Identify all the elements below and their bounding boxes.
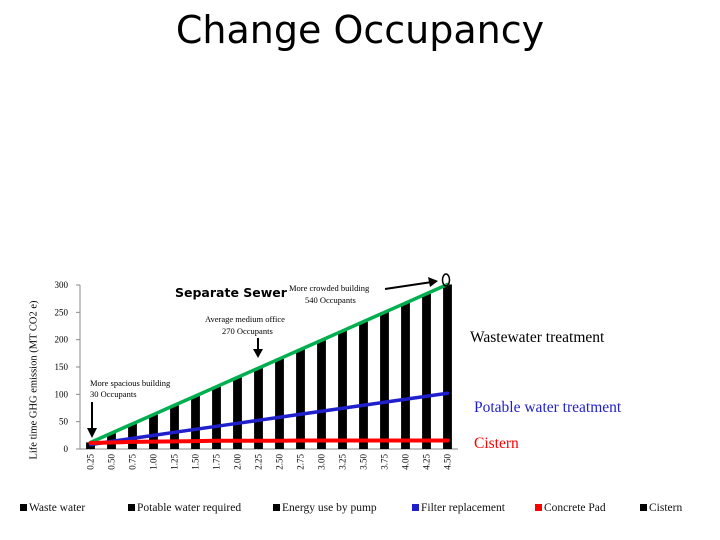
legend-swatch: [273, 504, 280, 511]
y-tick-label: 200: [55, 335, 69, 345]
bar: [443, 284, 452, 449]
legend-swatch: [535, 504, 542, 511]
legend-item: Energy use by pump: [273, 502, 377, 514]
x-tick-label: 1.75: [212, 454, 222, 470]
annotation-arrowhead: [253, 349, 263, 358]
label-cistern: Cistern: [474, 435, 519, 452]
bar: [212, 386, 221, 449]
y-tick-label: 50: [59, 417, 69, 427]
annotation-spacious-2: 30 Occupants: [90, 389, 137, 399]
legend-label: Potable water required: [137, 502, 242, 514]
legend-label: Concrete Pad: [544, 502, 606, 514]
legend-swatch: [412, 504, 419, 511]
legend-item: Waste water: [20, 502, 85, 514]
legend-swatch: [640, 504, 647, 511]
legend-label: Cistern: [649, 502, 683, 514]
bar: [149, 414, 158, 449]
x-tick-label: 4.25: [422, 454, 432, 470]
legend-item: Potable water required: [128, 502, 241, 514]
x-tick-label: 0.25: [86, 454, 96, 470]
x-tick-label: 2.25: [254, 454, 264, 470]
bar: [380, 312, 389, 449]
x-tick-label: 3.00: [317, 454, 327, 470]
legend-swatch: [20, 504, 27, 511]
annotation-arrow: [384, 281, 433, 290]
bar: [191, 395, 200, 449]
x-tick-label: 2.50: [275, 454, 285, 470]
bar: [170, 405, 179, 449]
annotation-crowded-2: 540 Occupants: [305, 295, 356, 305]
x-tick-label: 1.25: [170, 454, 180, 470]
x-tick-label: 2.75: [296, 454, 306, 470]
x-tick-label: 2.00: [233, 454, 243, 470]
bar: [317, 340, 326, 449]
annotation-spacious: More spacious building: [90, 378, 171, 388]
x-tick-label: 3.50: [359, 454, 369, 470]
legend-label: Waste water: [29, 502, 86, 514]
legend-label: Energy use by pump: [282, 502, 377, 514]
annotation-arrowhead: [428, 277, 438, 287]
bar: [338, 330, 347, 449]
annotation-marker: [441, 273, 451, 287]
bar: [128, 423, 137, 449]
annotation-average-2: 270 Occupants: [222, 326, 273, 336]
legend-label: Filter replacement: [421, 502, 505, 514]
series-line: [88, 391, 450, 447]
chart-legend: Waste water Potable water required Energy …: [20, 502, 700, 520]
x-tick-label: 4.50: [443, 454, 453, 470]
legend-item: Concrete Pad: [535, 502, 606, 514]
annotation-average: Average medium office: [205, 314, 285, 324]
annotation-crowded: More crowded building: [289, 283, 370, 293]
annotation-arrowhead: [87, 428, 97, 438]
bar: [254, 368, 263, 449]
x-tick-label: 1.50: [191, 454, 201, 470]
bar: [275, 358, 284, 449]
bar: [233, 377, 242, 449]
slide-title: Change Occupancy: [175, 8, 545, 52]
x-tick-label: 0.75: [128, 454, 138, 470]
chart-area: 0 50 100 150 200 250 300 0.25 0.50 0.75 1.00 1.25 1.…: [55, 273, 622, 470]
label-wastewater: Wastewater treatment: [470, 329, 605, 346]
x-tick-label: 1.00: [149, 454, 159, 470]
bar: [401, 303, 410, 449]
x-tick-label: 3.75: [380, 454, 390, 470]
legend-item: Filter replacement: [412, 502, 505, 514]
legend-swatch: [128, 504, 135, 511]
series-line: [88, 438, 450, 445]
y-tick-label: 150: [55, 362, 69, 372]
x-tick-label: 0.50: [107, 454, 117, 470]
y-tick-label: 0: [64, 444, 69, 454]
label-potable: Potable water treatment: [474, 399, 622, 416]
bar: [296, 349, 305, 449]
x-tick-label: 4.00: [401, 454, 411, 470]
bar: [359, 321, 368, 449]
x-tick-label: 3.25: [338, 454, 348, 470]
chart-title: Separate Sewer: [175, 285, 288, 300]
y-tick-label: 250: [55, 307, 69, 317]
y-tick-label: 300: [55, 280, 69, 290]
legend-item: Cistern: [640, 502, 682, 514]
y-tick-label: 100: [55, 389, 69, 399]
series-line: [88, 282, 450, 445]
bar: [422, 293, 431, 449]
